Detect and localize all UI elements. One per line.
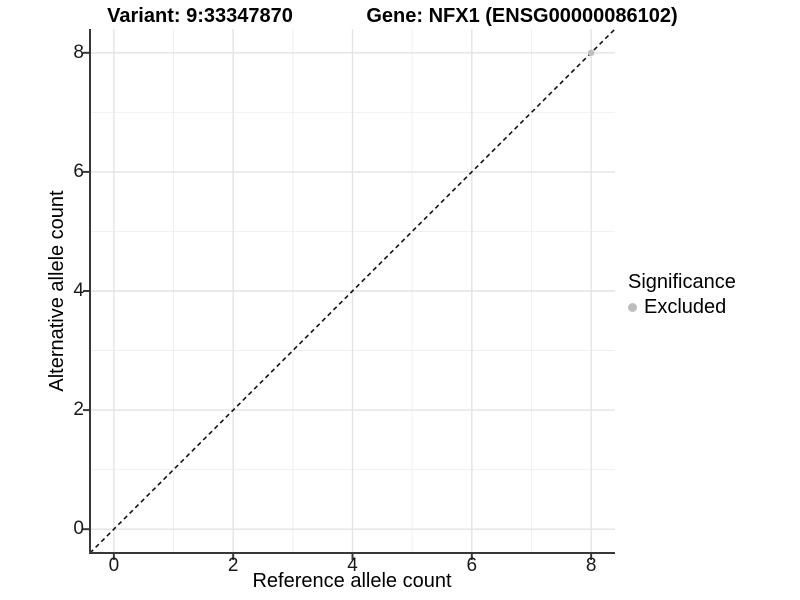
y-tick-label: 6 xyxy=(73,160,84,182)
axis-lines xyxy=(89,29,615,554)
excluded-point-icon xyxy=(628,302,637,312)
y-tick-label: 8 xyxy=(73,41,84,63)
plot-title-gene: Gene: NFX1 (ENSG00000086102) xyxy=(366,5,678,27)
y-tick-label: 4 xyxy=(73,280,84,301)
legend-item-excluded: Excluded xyxy=(628,296,736,318)
plot-title-variant: Variant: 9:33347870 xyxy=(107,5,293,27)
x-tick-label: 8 xyxy=(585,555,597,576)
x-tick-label: 2 xyxy=(227,555,239,576)
y-axis-title: Alternative allele count xyxy=(46,190,68,392)
data-point xyxy=(587,49,595,57)
x-tick-label: 4 xyxy=(347,555,358,576)
legend-title: Significance xyxy=(628,271,736,293)
identity-line xyxy=(89,28,616,554)
y-tick-label: 0 xyxy=(73,518,84,540)
x-tick-label: 0 xyxy=(108,555,120,576)
x-axis-title: Reference allele count xyxy=(252,570,452,592)
legend: Significance Excluded xyxy=(628,270,736,318)
x-tick-label: 6 xyxy=(466,555,478,576)
data-points xyxy=(587,49,595,57)
legend-item-label: Excluded xyxy=(644,296,727,318)
axis-ticks xyxy=(83,51,593,560)
y-tick-label: 2 xyxy=(73,399,84,421)
